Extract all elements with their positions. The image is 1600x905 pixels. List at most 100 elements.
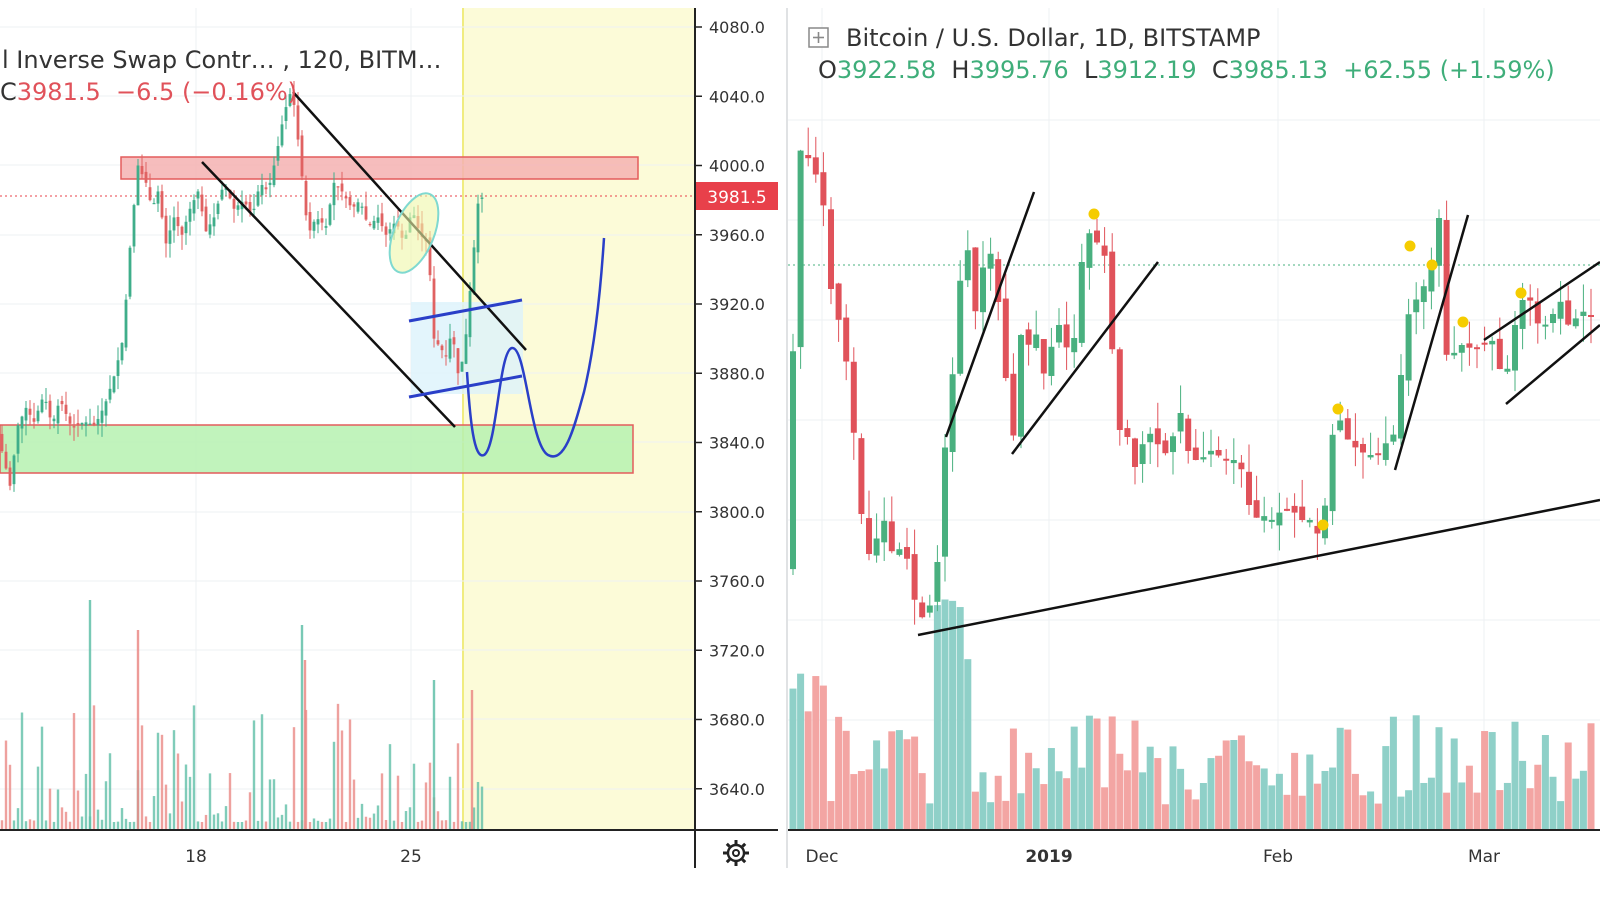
candle-body xyxy=(797,150,804,348)
volume-bar xyxy=(408,807,412,830)
volume-bar xyxy=(1321,770,1329,830)
right-trendlines[interactable] xyxy=(917,191,1600,637)
volume-bar xyxy=(956,607,964,830)
candle-body xyxy=(1147,433,1154,443)
candle-body xyxy=(32,418,36,422)
volume-bar xyxy=(72,713,76,830)
volume-bar xyxy=(380,773,384,830)
volume-bar xyxy=(789,688,797,830)
volume-bar xyxy=(1336,727,1344,830)
candle-body xyxy=(1063,324,1070,348)
candle-body xyxy=(1162,440,1169,454)
volume-bar xyxy=(926,803,934,830)
left-ohlc-legend: C3981.5 −6.5 (−0.16%) xyxy=(0,80,297,104)
candle-body xyxy=(1154,428,1161,445)
candle-body xyxy=(124,299,128,348)
volume-bar xyxy=(888,731,896,830)
volume-bar xyxy=(364,816,368,830)
volume-bar xyxy=(1511,721,1519,830)
candle-body xyxy=(348,197,352,206)
support-zone[interactable] xyxy=(0,424,634,474)
flag-bottom-line[interactable] xyxy=(408,374,523,399)
volume-bar xyxy=(116,821,120,830)
low-label: L xyxy=(1083,56,1098,84)
volume-bar xyxy=(52,821,56,830)
flag-top-line[interactable] xyxy=(408,298,523,323)
signal-markers xyxy=(1088,208,1527,531)
volume-bar xyxy=(1534,764,1542,830)
volume-bar xyxy=(964,659,972,830)
price-axis-label: 3880.0 xyxy=(709,364,765,383)
high-value: 3995.76 xyxy=(969,56,1069,84)
plus-box-icon[interactable] xyxy=(808,27,829,48)
candle-body xyxy=(1474,347,1480,350)
volume-bar xyxy=(1435,727,1443,830)
candle-body xyxy=(480,197,484,199)
candle-body xyxy=(432,278,436,339)
candle-body xyxy=(1192,447,1199,460)
volume-bar xyxy=(172,730,176,830)
candle-body xyxy=(1565,300,1572,325)
close-label: C xyxy=(1211,56,1229,84)
candle-body xyxy=(1413,299,1420,313)
volume-bar xyxy=(1025,752,1033,830)
candle-body xyxy=(144,171,148,183)
price-axis-label: 3800.0 xyxy=(709,503,765,522)
candle-body xyxy=(820,172,827,206)
candle-body xyxy=(48,400,52,418)
volume-bar xyxy=(384,819,388,830)
candle-body xyxy=(873,538,880,556)
candle-body xyxy=(1268,519,1275,522)
last-price-tag-text: 3981.5 xyxy=(707,188,766,208)
candle-body xyxy=(1048,346,1055,376)
candle-body xyxy=(16,425,20,454)
candle-body xyxy=(52,418,56,422)
candle-body xyxy=(1185,418,1192,451)
volume-bar xyxy=(252,720,256,830)
candle-body xyxy=(1329,434,1336,512)
resistance-zone[interactable] xyxy=(120,156,639,180)
volume-bar xyxy=(416,821,420,830)
volume-bar xyxy=(392,820,396,830)
gear-icon[interactable] xyxy=(723,840,749,866)
volume-bar xyxy=(1275,773,1283,830)
candle-body xyxy=(388,229,392,234)
candle-body xyxy=(80,422,84,425)
candle-body xyxy=(1086,233,1093,268)
candle-body xyxy=(904,547,910,559)
volume-bar xyxy=(448,776,452,830)
volume-bar xyxy=(12,820,16,830)
candle-body xyxy=(448,338,452,359)
candle-body xyxy=(1056,325,1062,343)
volume-bar xyxy=(1481,731,1489,830)
left-volume-series xyxy=(0,600,484,830)
candle-body xyxy=(344,196,348,199)
volume-bar xyxy=(949,600,957,830)
volume-bar xyxy=(212,814,216,830)
candle-body xyxy=(964,250,971,281)
volume-bar xyxy=(1291,752,1299,830)
volume-bar xyxy=(911,736,919,830)
volume-bar xyxy=(104,781,108,830)
candle-body xyxy=(232,198,236,209)
projected-path[interactable] xyxy=(465,237,606,458)
candle-body xyxy=(881,520,888,543)
candle-body xyxy=(4,451,8,469)
candle-body xyxy=(476,203,480,253)
candle-body xyxy=(1208,450,1214,455)
volume-bar xyxy=(100,819,104,830)
candle-body xyxy=(460,361,464,372)
lower-channel-line[interactable] xyxy=(201,161,456,428)
volume-bar xyxy=(24,821,28,830)
highlight-ellipse[interactable] xyxy=(380,187,449,280)
volume-bar xyxy=(424,782,428,830)
close-label: C xyxy=(0,78,17,106)
candle-body xyxy=(858,438,865,514)
volume-bar xyxy=(1458,782,1466,830)
candle-body xyxy=(1040,339,1047,374)
candle-body xyxy=(304,180,308,216)
candle-body xyxy=(995,259,1002,302)
volume-bar xyxy=(208,773,212,830)
candle-body xyxy=(328,204,332,225)
volume-bar xyxy=(232,821,236,830)
